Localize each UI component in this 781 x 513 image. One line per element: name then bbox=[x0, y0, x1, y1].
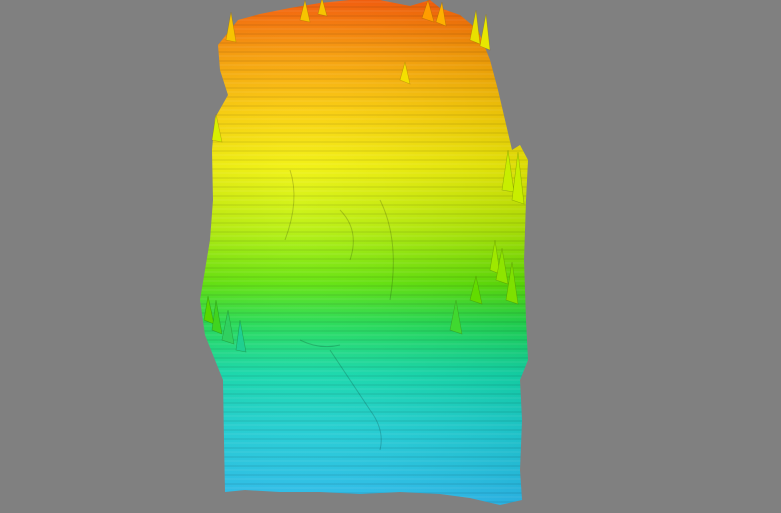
terrain-shading bbox=[200, 0, 528, 505]
terrain-spikes-top bbox=[211, 0, 491, 143]
terrain-spikes-right bbox=[449, 149, 525, 335]
terrain-spikes-left bbox=[203, 295, 247, 353]
terrain-ridges bbox=[284, 169, 394, 451]
